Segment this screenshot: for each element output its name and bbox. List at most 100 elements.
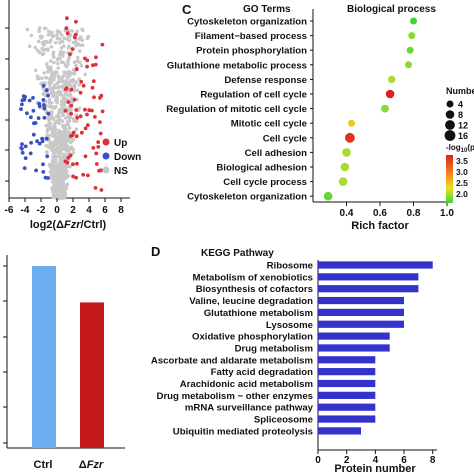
volcano-point-up [86, 173, 90, 178]
volcano-point-up [75, 115, 80, 120]
volcano-point-down [20, 142, 24, 147]
volcano-point-ns [61, 54, 65, 58]
volcano-point-up [91, 146, 96, 150]
go-point [348, 119, 355, 127]
volcano-point-down [37, 141, 42, 146]
volcano-point-up [65, 16, 69, 21]
bar-ctrl [32, 266, 56, 448]
go-color-bar [446, 155, 453, 203]
volcano-point-ns [77, 77, 82, 81]
volcano-point-up [85, 112, 89, 117]
kegg-category-label: mRNA surveillance pathway [185, 403, 314, 414]
volcano-point-up [69, 103, 74, 108]
volcano-point-ns [53, 40, 58, 45]
volcano-point-ns [49, 59, 53, 63]
volcano-point-ns [57, 136, 62, 141]
volcano-point-ns [67, 126, 72, 130]
volcano-point-up [74, 175, 78, 180]
volcano-point-ns [72, 88, 77, 93]
volcano-point-ns [49, 141, 53, 146]
volcano-point-up [96, 140, 101, 145]
volcano-point-ns [67, 55, 72, 60]
volcano-point-ns [54, 105, 58, 109]
go-size-legend-marker [444, 130, 456, 141]
volcano-point-down [36, 116, 41, 120]
go-header-process: Biological process [347, 4, 436, 15]
kegg-bar [318, 379, 376, 388]
kegg-bar [318, 403, 376, 411]
volcano-point-down [22, 166, 27, 171]
go-term-label: Cell cycle [263, 133, 307, 144]
volcano-point-ns [48, 104, 52, 109]
volcano-point-ns [44, 143, 49, 148]
volcano-point-ns [63, 116, 68, 120]
volcano-point-down [42, 115, 47, 120]
volcano-plot: -6 -4 -2 0 2 4 6 8 log2(ΔFzr/Ctrl) Up Down NS [5, 0, 141, 231]
volcano-point-up [68, 134, 73, 138]
volcano-point-ns [55, 187, 59, 191]
volcano-point-ns [47, 124, 52, 129]
volcano-point-up [66, 155, 71, 160]
volcano-point-ns [67, 116, 71, 120]
volcano-point-up [91, 63, 95, 68]
volcano-point-ns [58, 30, 62, 34]
volcano-point-down [40, 136, 44, 141]
volcano-point-ns [64, 83, 69, 88]
volcano-x-tick-label: 8 [118, 205, 124, 216]
volcano-point-ns [58, 143, 63, 147]
go-color-legend-tick: 3.5 [456, 156, 468, 166]
volcano-point-ns [42, 71, 46, 75]
volcano-point-ns [51, 117, 56, 122]
go-point [340, 162, 350, 172]
volcano-point-up [74, 108, 79, 112]
volcano-point-up [66, 100, 71, 104]
kegg-bar [318, 391, 376, 399]
volcano-point-ns [51, 50, 56, 55]
volcano-point-ns [69, 96, 74, 100]
volcano-point-ns [62, 152, 66, 157]
volcano-point-ns [52, 158, 56, 163]
volcano-point-ns [66, 45, 71, 50]
volcano-point-ns [58, 52, 62, 57]
kegg-bar [318, 308, 404, 316]
go-x-label: Rich factor [351, 220, 409, 232]
go-color-legend-tick: 3.0 [456, 167, 468, 177]
volcano-point-ns [62, 183, 67, 187]
volcano-point-ns [50, 110, 54, 114]
volcano-point-ns [79, 63, 84, 68]
volcano-point-ns [66, 123, 71, 127]
volcano-point-ns [45, 129, 50, 134]
volcano-point-ns [52, 179, 57, 184]
volcano-point-up [87, 108, 92, 113]
volcano-point-down [41, 83, 46, 88]
go-color-legend-tick: 2.0 [456, 189, 468, 199]
volcano-point-ns [62, 134, 66, 139]
volcano-point-up [100, 42, 105, 47]
volcano-point-ns [62, 104, 66, 108]
volcano-point-ns [49, 45, 54, 49]
volcano-point-down [45, 154, 50, 159]
volcano-point-ns [33, 45, 37, 50]
volcano-point-ns [54, 98, 58, 103]
volcano-point-ns [25, 27, 30, 32]
volcano-point-down [37, 104, 42, 108]
legend-ns-marker [102, 166, 110, 174]
volcano-point-up [64, 26, 69, 31]
go-color-legend-ticks: 3.53.02.52.0 [456, 156, 468, 199]
volcano-point-ns [74, 40, 78, 45]
kegg-category-label: Metabolism of xenobiotics [193, 272, 313, 283]
volcano-point-up [65, 31, 70, 36]
volcano-point-ns [36, 39, 41, 44]
go-x-tick-label: 0.4 [340, 208, 354, 219]
kegg-category-label: Drug metabolism [235, 343, 313, 354]
volcano-point-ns [76, 42, 81, 47]
volcano-x-tick-label: -6 [5, 205, 14, 216]
go-point [381, 104, 389, 113]
volcano-point-ns [50, 101, 54, 105]
volcano-point-up [99, 188, 104, 192]
volcano-point-ns [52, 55, 56, 60]
volcano-point-down [29, 140, 33, 145]
volcano-point-up [94, 151, 99, 156]
volcano-point-ns [50, 86, 55, 90]
